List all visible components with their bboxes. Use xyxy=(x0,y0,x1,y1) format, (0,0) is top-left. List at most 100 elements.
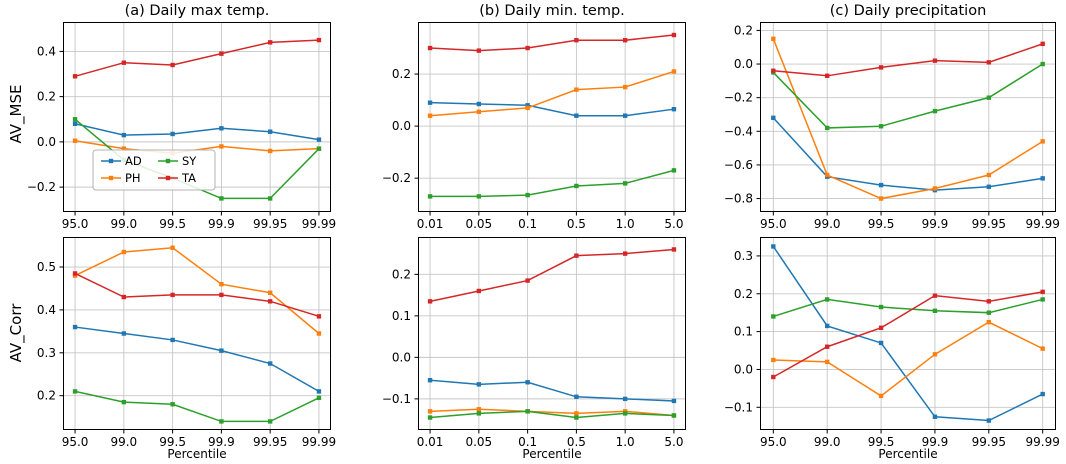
series-TA-line xyxy=(430,34,675,52)
series-AD xyxy=(72,324,322,394)
series-AD-marker xyxy=(574,394,579,399)
series-TA-marker xyxy=(1040,289,1045,295)
plot-border xyxy=(760,237,1056,430)
y-tick-labels: −0.8 −0.6 −0.4 −0.2 0.0 0.2 xyxy=(724,23,760,206)
svg-text:−0.4: −0.4 xyxy=(724,124,753,138)
series-SY xyxy=(72,389,322,424)
x-tick-labels: 95.0 99.0 99.5 99.9 99.95 99.99 xyxy=(760,430,1060,449)
series-TA-marker xyxy=(219,292,224,298)
legend-marker-SY xyxy=(165,158,171,164)
series-TA-marker xyxy=(121,294,127,300)
chart-canvas: 0.01 0.05 0.1 0.5 1.0 5.0 −0.1 0.0 0.1 0.2 xyxy=(382,237,686,449)
series-TA-marker xyxy=(574,38,579,43)
series-SY-marker xyxy=(771,314,776,319)
series-TA-marker xyxy=(671,32,677,38)
svg-text:0.1: 0.1 xyxy=(518,217,537,231)
legend-marker-TA xyxy=(165,175,171,181)
svg-text:99.5: 99.5 xyxy=(868,435,895,449)
series-SY-marker xyxy=(219,419,224,424)
series-AD-marker xyxy=(316,389,322,394)
series-TA xyxy=(72,271,322,319)
series-AD-marker xyxy=(476,101,482,107)
series-AD-marker xyxy=(427,100,433,105)
series-AD xyxy=(771,115,1045,193)
series-PH-marker xyxy=(219,281,224,287)
series-TA-marker xyxy=(121,60,127,65)
series-SY-marker xyxy=(1040,61,1045,67)
series-TA-marker xyxy=(72,271,78,276)
series-PH-marker xyxy=(267,290,273,295)
series-TA xyxy=(427,247,677,304)
legend-label-AD: AD xyxy=(125,154,142,168)
series-TA-marker xyxy=(932,58,938,63)
series-TA-marker xyxy=(316,37,322,43)
plot-border xyxy=(63,22,331,212)
svg-text:0.5: 0.5 xyxy=(567,217,586,231)
series-TA-marker xyxy=(427,299,433,304)
series-TA-line xyxy=(74,272,320,318)
series-SY-marker xyxy=(316,395,322,401)
series-AD-marker xyxy=(316,137,322,142)
series-SY-marker xyxy=(932,108,938,114)
grid-lines xyxy=(760,237,1056,430)
plot-border xyxy=(418,22,686,212)
series-SY-marker xyxy=(427,194,433,199)
series-AD-marker xyxy=(671,398,677,404)
series-PH-marker xyxy=(476,407,482,412)
series-TA-marker xyxy=(878,325,884,331)
series-SY-marker xyxy=(671,168,677,173)
series-TA xyxy=(427,32,677,53)
legend-box xyxy=(92,149,216,191)
series-PH-marker xyxy=(427,409,433,414)
series-PH-marker xyxy=(427,113,433,118)
series-AD-marker xyxy=(121,132,127,138)
svg-text:−0.6: −0.6 xyxy=(724,158,753,172)
series-PH-line xyxy=(430,70,675,117)
series-AD xyxy=(427,100,677,118)
grid-lines xyxy=(418,237,686,430)
series-AD-marker xyxy=(671,106,677,112)
series-AD-marker xyxy=(622,396,628,402)
series-PH-marker xyxy=(316,331,322,336)
series-SY-marker xyxy=(170,402,175,407)
svg-text:1.0: 1.0 xyxy=(616,217,635,231)
svg-text:95.0: 95.0 xyxy=(760,435,787,449)
svg-text:0.2: 0.2 xyxy=(37,389,56,403)
series-TA-marker xyxy=(267,40,273,45)
series-PH-marker xyxy=(121,146,127,151)
series-AD-line xyxy=(772,117,1043,191)
svg-text:0.2: 0.2 xyxy=(392,67,411,81)
series-TA-marker xyxy=(267,299,273,304)
svg-text:0.4: 0.4 xyxy=(37,303,56,317)
plot-border xyxy=(63,237,331,430)
series-AD-marker xyxy=(878,182,884,188)
series-TA-marker xyxy=(878,65,884,70)
svg-text:99.95: 99.95 xyxy=(253,435,287,449)
svg-text:0.4: 0.4 xyxy=(37,44,56,58)
series-SY xyxy=(771,61,1045,131)
subplot-c-av-mse: 95.0 99.0 99.5 99.9 99.95 99.99 −0.8 −0.6 −0.4 −0… xyxy=(724,22,1060,231)
subplot-title-b: (b) Daily min. temp. xyxy=(479,3,625,19)
y-tick-labels: −0.2 0.0 0.2 xyxy=(382,67,418,185)
series-PH-line xyxy=(773,321,1044,397)
svg-text:99.99: 99.99 xyxy=(1026,217,1060,231)
chart-canvas: 95.0 99.0 99.5 99.9 99.95 99.99 0.2 0.3 0.4 0.5 xyxy=(37,237,336,449)
series-SY-marker xyxy=(427,415,433,420)
series-AD-marker xyxy=(476,382,482,387)
x-tick-labels: 0.01 0.05 0.1 0.5 1.0 5.0 xyxy=(417,212,683,231)
series-TA-marker xyxy=(824,73,830,79)
svg-text:5.0: 5.0 xyxy=(664,435,683,449)
x-axis-label-b: Percentile xyxy=(522,447,582,461)
svg-text:0.1: 0.1 xyxy=(734,325,753,339)
svg-text:−0.8: −0.8 xyxy=(724,192,753,206)
svg-text:99.99: 99.99 xyxy=(1026,435,1060,449)
grid-lines xyxy=(418,22,686,212)
series-PH-marker xyxy=(170,245,175,250)
svg-text:99.9: 99.9 xyxy=(208,435,235,449)
svg-text:99.0: 99.0 xyxy=(814,435,841,449)
svg-text:1.0: 1.0 xyxy=(616,435,635,449)
series-SY-marker xyxy=(986,95,992,100)
series-AD-marker xyxy=(121,331,127,336)
series-PH-marker xyxy=(824,359,830,365)
series-AD-marker xyxy=(267,129,273,134)
